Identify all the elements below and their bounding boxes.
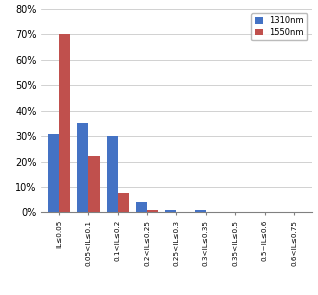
Bar [195, 210, 206, 212]
Bar [59, 34, 70, 212]
Bar [118, 193, 129, 212]
Bar [147, 210, 158, 212]
Bar [77, 123, 88, 212]
Bar [136, 202, 147, 212]
Bar [107, 136, 118, 212]
Bar [165, 210, 176, 212]
Legend: 1310nm, 1550nm: 1310nm, 1550nm [251, 13, 308, 40]
Bar [88, 156, 100, 212]
Bar [48, 134, 59, 212]
